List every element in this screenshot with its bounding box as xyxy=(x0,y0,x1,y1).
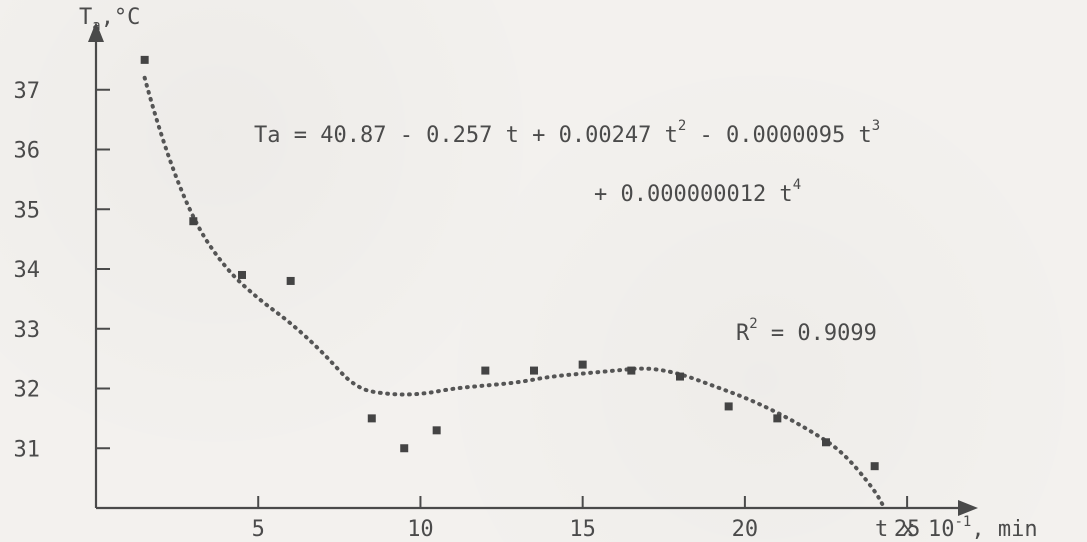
data-point-6 xyxy=(400,444,409,453)
r-squared-suffix: = 0.9099 xyxy=(758,321,877,346)
fit-equation-line-1: Ta = 40.87 - 0.257 t + 0.00247 t2 - 0.00… xyxy=(254,118,880,148)
data-point-7 xyxy=(432,426,441,435)
data-point-16 xyxy=(870,462,879,471)
y-axis-label-base: T xyxy=(79,5,92,30)
x-axis-arrowhead xyxy=(958,500,978,516)
data-point-2 xyxy=(189,217,198,226)
y-ticks-group: 31 32 33 34 35 36 37 xyxy=(14,79,110,462)
fit-equation-line-1-mid: - 0.0000095 t xyxy=(686,123,871,148)
x-tick-label-5: 5 xyxy=(252,517,265,542)
fit-equation-line-1-prefix: Ta = 40.87 - 0.257 t + 0.00247 t xyxy=(254,123,678,148)
data-point-11 xyxy=(627,366,636,375)
data-point-12 xyxy=(676,372,684,381)
data-points-group xyxy=(140,55,879,471)
x-axis-label-superscript: -1 xyxy=(954,514,971,530)
x-tick-label-15: 15 xyxy=(569,517,596,542)
data-point-3 xyxy=(238,270,246,279)
x-axis-label-prefix: t x 10 xyxy=(875,517,954,542)
x-tick-label-25: 25 xyxy=(894,517,921,542)
r-squared-superscript: 2 xyxy=(749,316,757,332)
y-axis-label-subscript: a xyxy=(92,18,100,34)
x-ticks-group: 5 10 15 20 25 xyxy=(252,496,921,542)
x-axis-label: t x 10-1, min xyxy=(875,514,1038,542)
x-axis-label-suffix: , min xyxy=(971,517,1037,542)
data-point-8 xyxy=(481,366,490,375)
r-squared-label: R2 = 0.9099 xyxy=(736,316,877,346)
y-tick-label-35: 35 xyxy=(14,198,41,223)
y-axis-label-suffix: ,°C xyxy=(101,5,141,30)
fit-equation-line-2-prefix: + 0.000000012 t xyxy=(594,182,793,207)
y-tick-label-32: 32 xyxy=(14,378,41,403)
x-tick-label-20: 20 xyxy=(732,517,759,542)
data-point-14 xyxy=(773,414,782,423)
y-tick-label-36: 36 xyxy=(14,139,41,164)
y-tick-label-37: 37 xyxy=(14,79,41,104)
y-axis-label: Ta,°C xyxy=(79,5,140,34)
y-axis-arrowhead xyxy=(88,22,104,42)
y-tick-label-31: 31 xyxy=(14,437,41,462)
polynomial-fit-curve xyxy=(142,75,887,510)
data-point-13 xyxy=(724,402,733,411)
axes-group xyxy=(88,22,978,516)
data-point-15 xyxy=(822,438,830,447)
y-tick-label-33: 33 xyxy=(14,318,41,343)
fit-equation-line-1-sup-2: 3 xyxy=(872,118,880,134)
data-point-9 xyxy=(530,366,538,375)
fit-equation-line-1-sup-1: 2 xyxy=(678,118,686,134)
fit-equation-line-2-sup: 4 xyxy=(793,177,801,193)
data-point-5 xyxy=(367,414,376,423)
data-point-1 xyxy=(140,55,149,64)
y-tick-label-34: 34 xyxy=(14,258,41,283)
fit-equation-line-2: + 0.000000012 t4 xyxy=(594,177,801,207)
data-point-10 xyxy=(578,360,587,369)
x-tick-label-10: 10 xyxy=(407,517,434,542)
data-point-4 xyxy=(286,276,295,285)
r-squared-prefix: R xyxy=(736,321,750,346)
